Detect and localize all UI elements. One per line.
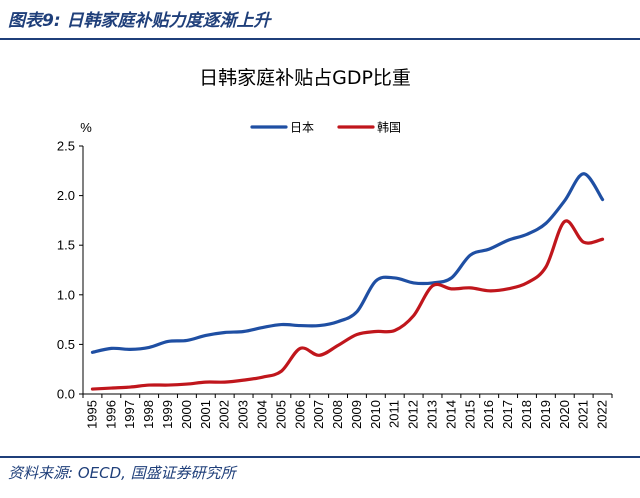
x-tick-label: 2015	[462, 400, 477, 429]
y-tick-label: 2.5	[57, 139, 75, 154]
x-tick-label: 2002	[217, 400, 232, 429]
x-tick-label: 2018	[519, 400, 534, 429]
x-tick-label: 2005	[273, 400, 288, 429]
y-axis-unit-label: %	[80, 120, 92, 135]
x-tick-label: 2004	[254, 400, 269, 429]
x-tick-label: 2017	[500, 400, 515, 429]
chart: 日韩家庭补贴占GDP比重 % 日本 韩国 0.0 0.5 1.0 1.5 2.0 2.5 1…	[57, 67, 613, 429]
x-tick-label: 1999	[160, 400, 175, 429]
chart-title: 日韩家庭补贴占GDP比重	[199, 67, 411, 89]
x-tick-label: 2019	[538, 400, 553, 429]
figure-header: 图表9: 日韩家庭补贴力度逐渐上升	[0, 0, 640, 42]
x-axis: 1995 1996 1997 1998 1999 2000 2001 2002 2003 2004…	[82, 393, 613, 429]
x-tick-label: 2008	[330, 400, 345, 429]
x-tick-label: 2006	[292, 400, 307, 429]
x-tick-label: 2000	[179, 400, 194, 429]
y-tick-label: 2.0	[57, 188, 75, 203]
y-tick-label: 0.0	[57, 387, 75, 402]
x-tick-label: 2021	[576, 400, 591, 429]
series-line-1	[90, 219, 605, 391]
x-tick-label: 1996	[103, 400, 118, 429]
x-tick-label: 1998	[141, 400, 156, 429]
legend-label-1: 韩国	[377, 120, 401, 135]
x-tick-label: 1995	[84, 400, 99, 429]
x-tick-label: 2022	[595, 400, 610, 429]
y-tick-label: 0.5	[57, 337, 75, 352]
x-tick-label: 2020	[557, 400, 572, 429]
legend: 日本 韩国	[250, 120, 401, 135]
figure-caption: 图表9: 日韩家庭补贴力度逐渐上升	[8, 11, 271, 31]
header-divider	[0, 38, 640, 40]
x-tick-label: 2010	[368, 400, 383, 429]
x-tick-label: 2007	[311, 400, 326, 429]
x-tick-label: 2016	[481, 400, 496, 429]
legend-label-0: 日本	[290, 121, 314, 135]
x-tick-label: 2003	[236, 400, 251, 429]
source-note: 资料来源: OECD, 国盛证券研究所	[8, 464, 236, 482]
series-line-0	[90, 172, 605, 354]
y-tick-label: 1.0	[57, 287, 75, 302]
series-layer	[90, 172, 605, 391]
y-tick-label: 1.5	[57, 238, 75, 253]
x-tick-label: 2009	[349, 400, 364, 429]
x-tick-label: 2013	[425, 400, 440, 429]
x-tick-label: 1997	[122, 400, 137, 429]
x-tick-label: 2014	[443, 400, 458, 429]
footer-divider	[0, 456, 640, 458]
x-tick-label: 2012	[406, 400, 421, 429]
x-tick-label: 2001	[198, 400, 213, 429]
y-axis: 0.0 0.5 1.0 1.5 2.0 2.5	[57, 139, 84, 402]
x-tick-label: 2011	[387, 400, 402, 428]
